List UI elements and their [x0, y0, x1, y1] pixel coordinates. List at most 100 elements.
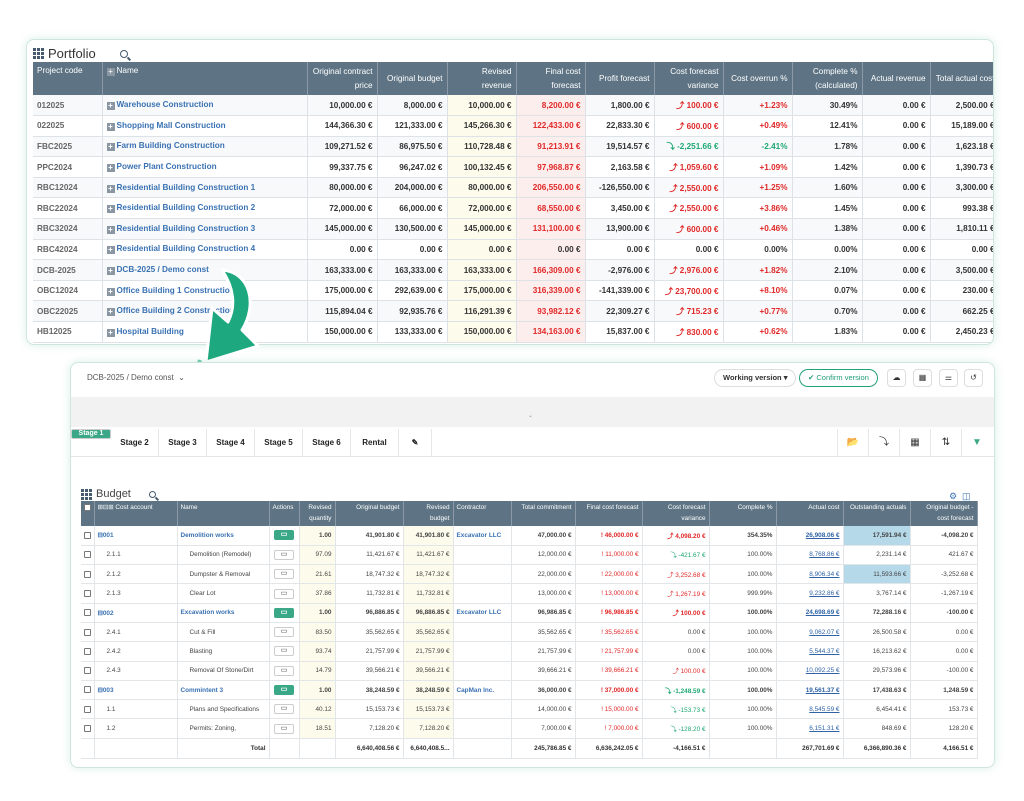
checkbox-icon[interactable]	[84, 628, 91, 636]
checkbox-icon[interactable]	[84, 570, 91, 578]
expand-icon[interactable]: +	[106, 204, 115, 214]
table-row[interactable]: FBC2025 + Farm Building Construction 109,27…	[33, 136, 993, 158]
column-header[interactable]: Contractor	[453, 501, 512, 526]
column-header[interactable]: Final cost forecast	[516, 62, 586, 95]
expand-icon[interactable]: +	[106, 245, 115, 255]
table-row[interactable]: ⊟003 Commintent 3 ▭ 1.00 38,248.59 €38,248.5…	[81, 680, 978, 701]
row-checkbox[interactable]	[81, 718, 95, 739]
folder-icon[interactable]: ▭	[274, 704, 294, 715]
project-name[interactable]: + Office Building 1 Construction	[102, 280, 308, 302]
table-row[interactable]: 2.4.3 Removal Of Stone/Dirt ▭ 14.79 39,566.2…	[81, 661, 978, 681]
search-icon[interactable]	[148, 490, 156, 498]
expand-icon[interactable]: +	[106, 327, 115, 337]
history-icon[interactable]: ↺	[964, 369, 983, 387]
column-header[interactable]: Project code	[33, 62, 103, 95]
row-checkbox[interactable]	[81, 699, 95, 720]
folder-icon[interactable]: ▭	[274, 685, 294, 696]
table-row[interactable]: RBC32024 + Residential Building Constructi…	[33, 218, 993, 240]
column-header[interactable]: Revised revenue	[447, 62, 517, 95]
checkbox-icon[interactable]	[84, 667, 91, 675]
expand-all-icon[interactable]: +	[106, 67, 115, 76]
actual-cost[interactable]: 8,545.59 €	[776, 699, 844, 720]
tab-stage-6[interactable]: Stage 6	[303, 429, 351, 457]
checkbox-icon[interactable]	[84, 686, 91, 694]
actual-cost[interactable]: 9,062.07 €	[776, 622, 844, 643]
expand-icon[interactable]: +	[106, 224, 115, 234]
table-row[interactable]: HB12025 + Hospital Building 150,000.00 €133…	[33, 321, 993, 343]
folder-icon[interactable]: ▭	[274, 569, 294, 580]
settings-sliders-icon[interactable]: ⚌	[939, 369, 958, 387]
project-name[interactable]: + Warehouse Construction	[102, 95, 308, 117]
column-header[interactable]: Original budget	[377, 62, 448, 95]
row-checkbox[interactable]	[81, 641, 95, 662]
row-checkbox[interactable]	[81, 564, 95, 585]
expand-icon[interactable]: +	[106, 163, 115, 173]
folder-icon[interactable]: ▭	[274, 665, 294, 676]
expand-icon[interactable]: +	[106, 142, 115, 152]
actual-cost[interactable]: 19,561.37 €	[776, 680, 844, 701]
column-header[interactable]: Cost overrun %	[723, 62, 793, 95]
column-header[interactable]: Original budget - cost forecast	[910, 501, 978, 526]
tab-stage-1[interactable]: Stage 1	[71, 429, 111, 439]
expand-icon[interactable]: +	[106, 266, 115, 276]
actual-cost[interactable]: 10,092.25 €	[776, 661, 844, 681]
actual-cost[interactable]: 9,232.86 €	[776, 583, 844, 604]
column-header[interactable]: Final cost forecast	[575, 501, 643, 526]
row-checkbox[interactable]	[81, 545, 95, 566]
table-row[interactable]: DCB-2025 + DCB-2025 / Demo const 163,333.00…	[33, 259, 993, 281]
column-header[interactable]: Cost forecast variance	[642, 501, 710, 526]
checkbox-icon[interactable]	[84, 589, 91, 597]
project-name[interactable]: + Office Building 2 Construction	[102, 300, 308, 323]
tab-stage-4[interactable]: Stage 4	[207, 429, 255, 457]
column-header[interactable]: Actual revenue	[862, 62, 931, 95]
checkbox-icon[interactable]	[84, 609, 91, 617]
tab-rental[interactable]: Rental	[351, 429, 399, 457]
table-row[interactable]: 012025 + Warehouse Construction 10,000.00 €…	[33, 95, 993, 117]
folder-icon[interactable]: ▭	[274, 723, 294, 734]
folder-icon[interactable]: ▭	[274, 530, 294, 541]
add-folder-icon[interactable]: 📂	[837, 429, 868, 457]
table-row[interactable]: 2.1.3 Clear Lot ▭ 37.86 11,732.81 €11,732.81…	[81, 583, 978, 604]
column-header[interactable]: Complete % (calculated)	[792, 62, 863, 95]
column-header[interactable]: Cost forecast variance	[654, 62, 724, 95]
table-row[interactable]: ⊟002 Excavation works ▭ 1.00 96,886.85 €96,8…	[81, 603, 978, 623]
table-row[interactable]: RBC42024 + Residential Building Constructi…	[33, 239, 993, 261]
collapse-band[interactable]: ⌄	[71, 397, 994, 427]
checkbox-icon[interactable]	[84, 725, 91, 733]
table-row[interactable]: 1.1 Plans and Specifications ▭ 40.12 15,153.…	[81, 699, 978, 720]
column-header[interactable]: Revised quantity	[299, 501, 336, 526]
actual-cost[interactable]: 8,768.86 €	[776, 545, 844, 566]
actual-cost[interactable]: 5,544.37 €	[776, 641, 844, 662]
column-header[interactable]: Total actual cost	[930, 62, 993, 95]
table-row[interactable]: OBC22025 + Office Building 2 Construction 1…	[33, 300, 993, 323]
checkbox-icon[interactable]	[84, 705, 91, 713]
column-header[interactable]: Complete %	[709, 501, 777, 526]
column-header[interactable]: Name	[177, 501, 270, 526]
column-header[interactable]: Total commitment	[511, 501, 576, 526]
folder-icon[interactable]: ▭	[274, 607, 294, 618]
project-name[interactable]: + Shopping Mall Construction	[102, 115, 308, 137]
project-name[interactable]: + Residential Building Construction 2	[102, 197, 308, 220]
column-header[interactable]: Profit forecast	[585, 62, 655, 95]
project-name[interactable]: + Hospital Building	[102, 321, 308, 343]
project-selector[interactable]: DCB-2025 / Demo const ⌄	[87, 373, 185, 382]
checkbox-icon[interactable]	[84, 503, 91, 511]
project-name[interactable]: + Farm Building Construction	[102, 136, 308, 158]
expand-icon[interactable]: +	[106, 307, 115, 317]
table-row[interactable]: ⊟001 Demolition works ▭ 1.00 41,901.80 €41,9…	[81, 526, 978, 546]
checkbox-icon[interactable]	[84, 531, 91, 539]
select-all-header[interactable]	[81, 501, 95, 526]
add-branch-icon[interactable]: ⤵	[868, 429, 899, 457]
column-header[interactable]: ⊞⊟⊞ Cost account	[94, 501, 178, 526]
actual-cost[interactable]: 8,906.34 €	[776, 564, 844, 585]
folder-icon[interactable]: ▭	[274, 627, 294, 638]
confirm-version-button[interactable]: ✔ Confirm version	[799, 369, 878, 387]
project-name[interactable]: + Residential Building Construction 3	[102, 218, 308, 240]
table-row[interactable]: 2.1.2 Dumpster & Removal ▭ 21.61 18,747.32 €…	[81, 564, 978, 585]
tab-stage-3[interactable]: Stage 3	[159, 429, 207, 457]
expand-collapse-icons[interactable]: ⊞⊟⊞	[97, 504, 116, 511]
table-row[interactable]: PPC2024 + Power Plant Construction 99,337.7…	[33, 156, 993, 178]
project-name[interactable]: + Residential Building Construction 1	[102, 177, 308, 199]
row-checkbox[interactable]	[81, 661, 95, 681]
row-checkbox[interactable]	[81, 526, 95, 546]
